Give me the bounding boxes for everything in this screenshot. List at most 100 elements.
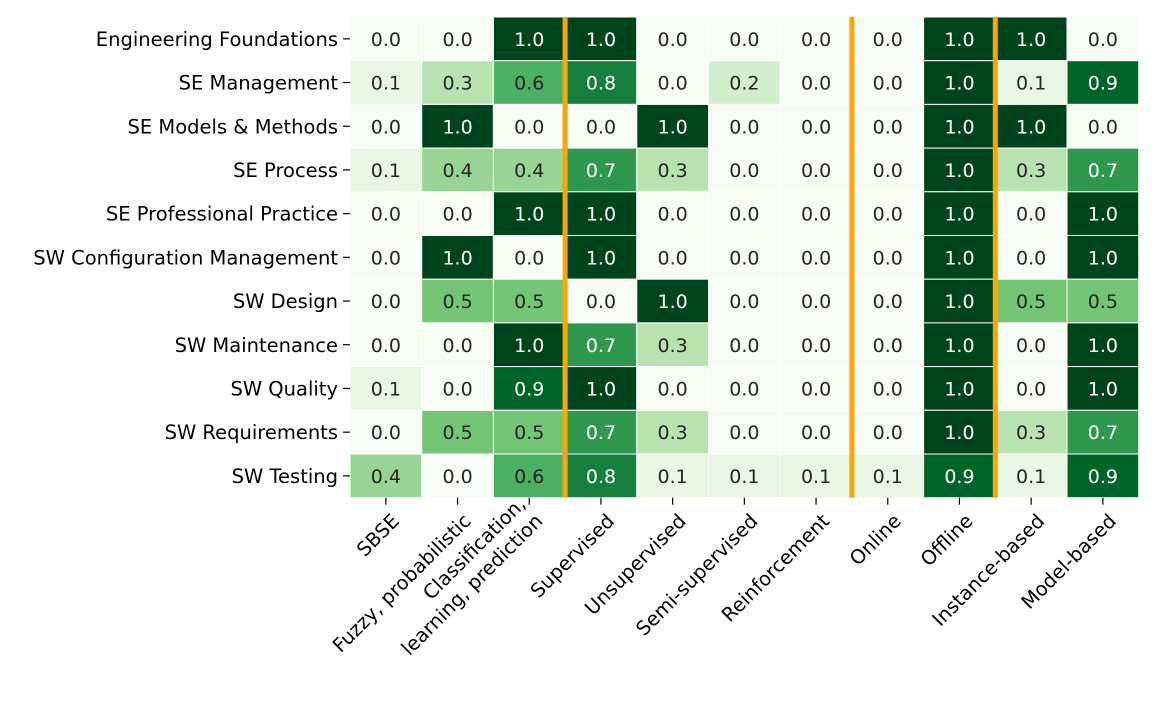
heatmap-cell	[564, 147, 638, 193]
column-label-line: learning, prediction	[397, 509, 547, 659]
row-label: SE Professional Practice	[106, 203, 338, 226]
heatmap-cell	[1066, 103, 1140, 149]
heatmap-cell	[851, 453, 925, 499]
cell-value-label: 0.9	[514, 378, 544, 400]
heatmap-cell	[636, 60, 709, 105]
column-label-line: Online	[845, 509, 906, 570]
heatmap-cell	[708, 103, 781, 149]
heatmap-cell	[994, 366, 1068, 411]
heatmap-cell	[1066, 16, 1140, 62]
cell-value-label: 0.0	[729, 335, 759, 357]
cell-value-label: 0.5	[442, 291, 472, 313]
heatmap-cell	[923, 366, 996, 411]
heatmap-cell	[708, 278, 781, 324]
heatmap-cell	[994, 147, 1068, 193]
heatmap-cell	[421, 16, 494, 62]
cell-value-label: 0.1	[1016, 466, 1046, 488]
heatmap-cell	[708, 60, 781, 105]
cell-value-label: 0.0	[442, 29, 472, 51]
cell-value-label: 0.0	[801, 160, 831, 182]
heatmap-cell	[636, 453, 709, 499]
cell-value-label: 0.4	[514, 160, 544, 182]
cell-value-label: 0.2	[729, 73, 759, 95]
cell-value-label: 0.3	[658, 422, 688, 444]
cell-value-label: 1.0	[944, 73, 974, 95]
heatmap-cell	[1066, 322, 1140, 368]
heatmap-cell	[851, 366, 925, 411]
cell-value-label: 1.0	[944, 116, 974, 138]
cell-value-label: 1.0	[944, 160, 974, 182]
cell-value-label: 0.7	[1088, 160, 1118, 182]
heatmap-cell	[779, 103, 853, 149]
heatmap-cell	[636, 322, 709, 368]
heatmap-cell	[923, 60, 996, 105]
heatmap-cell	[636, 191, 709, 237]
heatmap-cell	[492, 278, 566, 324]
cell-value-label: 0.0	[371, 29, 401, 51]
cell-value-label: 0.0	[801, 73, 831, 95]
heatmap-cell	[492, 409, 566, 455]
heatmap-cell	[851, 322, 925, 368]
cell-value-label: 0.0	[658, 204, 688, 226]
heatmap-cell	[708, 453, 781, 499]
cell-value-label: 1.0	[1088, 378, 1118, 400]
row-label: SW Quality	[230, 377, 338, 400]
cell-value-label: 0.0	[801, 335, 831, 357]
cell-value-label: 0.0	[658, 378, 688, 400]
cell-value-label: 0.0	[442, 335, 472, 357]
heatmap-cell	[636, 409, 709, 455]
cell-value-label: 0.0	[729, 291, 759, 313]
heatmap-cell	[492, 103, 566, 149]
heatmap-cell	[349, 409, 423, 455]
row-label: SE Management	[179, 72, 339, 95]
column-label: SBSE	[352, 509, 404, 561]
heatmap-cell	[1066, 191, 1140, 237]
cell-value-label: 1.0	[1016, 29, 1046, 51]
cell-value-label: 0.0	[371, 204, 401, 226]
heatmap-cell	[923, 147, 996, 193]
cell-value-label: 0.7	[1088, 422, 1118, 444]
cell-value-label: 1.0	[586, 29, 616, 51]
cell-value-label: 0.0	[729, 378, 759, 400]
cell-value-label: 0.0	[1016, 204, 1046, 226]
heatmap-cell	[1066, 409, 1140, 455]
cell-value-label: 0.7	[586, 335, 616, 357]
heatmap-cell	[349, 366, 423, 411]
cell-value-label: 0.0	[801, 422, 831, 444]
cell-value-label: 0.1	[801, 466, 831, 488]
cell-value-label: 0.0	[658, 29, 688, 51]
cell-value-label: 0.0	[873, 204, 903, 226]
heatmap-cell	[564, 409, 638, 455]
cell-value-label: 1.0	[944, 335, 974, 357]
heatmap-cell	[1066, 366, 1140, 411]
heatmap-cell	[349, 322, 423, 368]
cell-value-label: 0.0	[873, 160, 903, 182]
heatmap-cells: 0.0 0.0 1.0 1.0 0.0 0.0 0.0 0.0 1.0 1.0 0.0 0.1 0.3 0…	[349, 16, 1140, 499]
heatmap-cell	[492, 453, 566, 499]
cell-value-label: 0.0	[371, 422, 401, 444]
cell-value-label: 1.0	[658, 116, 688, 138]
heatmap-cell	[492, 191, 566, 237]
row-label: SW Configuration Management	[33, 246, 338, 269]
heatmap-cell	[421, 278, 494, 324]
cell-value-label: 0.0	[873, 247, 903, 269]
cell-value-label: 1.0	[1088, 204, 1118, 226]
cell-value-label: 1.0	[514, 335, 544, 357]
row-label: SW Maintenance	[175, 334, 338, 357]
heatmap-cell	[923, 191, 996, 237]
heatmap-cell	[708, 147, 781, 193]
cell-value-label: 0.1	[371, 378, 401, 400]
heatmap-cell	[851, 278, 925, 324]
cell-value-label: 0.0	[873, 378, 903, 400]
heatmap-cell	[779, 366, 853, 411]
cell-value-label: 0.0	[873, 335, 903, 357]
cell-value-label: 0.1	[371, 73, 401, 95]
cell-value-label: 0.0	[729, 29, 759, 51]
cell-value-label: 0.0	[371, 291, 401, 313]
heatmap-cell	[708, 235, 781, 280]
heatmap-cell	[779, 191, 853, 237]
cell-value-label: 0.0	[586, 291, 616, 313]
cell-value-label: 1.0	[586, 204, 616, 226]
row-label: Engineering Foundations	[96, 28, 338, 51]
